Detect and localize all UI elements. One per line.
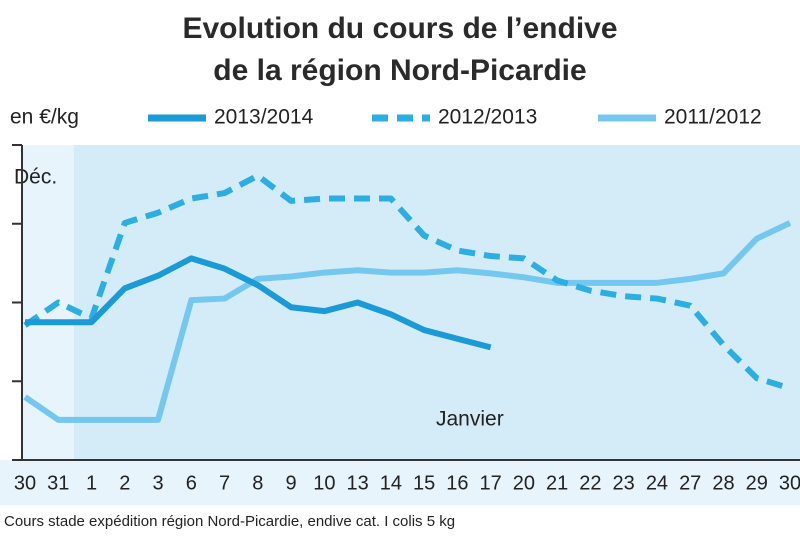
series-line: [23, 172, 791, 392]
x-tick-label: 2: [119, 472, 130, 494]
y-axis-label: en €/kg: [10, 106, 79, 129]
december-band: [22, 145, 74, 460]
x-tick-label: 13: [346, 472, 368, 494]
x-tick-label: 17: [480, 472, 502, 494]
series-line: [23, 220, 792, 423]
x-tick-label: 15: [413, 472, 435, 494]
chart-title: Evolution du cours de l’endive: [182, 12, 617, 45]
x-tick-label: 14: [380, 472, 402, 494]
x-tick-label: 6: [186, 472, 197, 494]
x-tick-label: 28: [712, 472, 734, 494]
x-tick-label: 1: [86, 472, 97, 494]
x-tick-label: 22: [579, 472, 601, 494]
legend-label: 2012/2013: [438, 106, 537, 129]
x-tick-label: 31: [47, 472, 69, 494]
axis-band: [0, 460, 800, 505]
x-tick-label: 20: [513, 472, 535, 494]
x-tick-label: 8: [252, 472, 263, 494]
x-tick-label: 7: [219, 472, 230, 494]
x-tick-label: 16: [446, 472, 468, 494]
x-tick-label: 9: [286, 472, 297, 494]
x-tick-label: 30: [779, 472, 800, 494]
x-tick-label: 21: [546, 472, 568, 494]
annotation: Janvier: [436, 408, 504, 431]
annotation: Déc.: [14, 166, 57, 189]
note: Cours stade expédition région Nord-Picar…: [4, 513, 455, 530]
legend-label: 2011/2012: [664, 106, 762, 129]
x-tick-label: 23: [613, 472, 635, 494]
x-tick-label: 24: [646, 472, 668, 494]
x-tick-label: 30: [14, 472, 36, 494]
x-tick-label: 27: [679, 472, 701, 494]
series-line: [25, 255, 492, 351]
legend-label: 2013/2014: [214, 106, 314, 129]
chart-title: de la région Nord-Picardie: [213, 54, 586, 87]
x-tick-label: 3: [152, 472, 163, 494]
x-tick-label: 29: [746, 472, 768, 494]
x-tick-label: 10: [313, 472, 335, 494]
